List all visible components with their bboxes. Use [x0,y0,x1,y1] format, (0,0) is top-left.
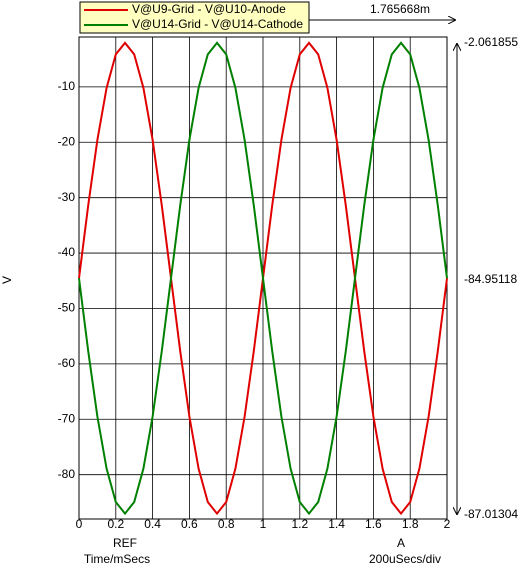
x-tick-label: 2 [444,517,451,531]
y-tick-label: -70 [58,411,76,425]
cursor-name: A [397,536,405,550]
y-axis-label: V [0,276,14,284]
y-tick-label: -80 [58,467,76,481]
cursor-label: -87.01304 [464,507,518,521]
x-tick-label: 0.4 [144,517,161,531]
legend-label: V@U9-Grid - V@U10-Anode [132,2,286,16]
cursor-delta-label: 1.765668m [370,2,430,16]
y-tick-label: -30 [58,190,76,204]
series-line [78,41,448,516]
x-tick-label: 0 [76,517,83,531]
x-tick-label: 0.6 [181,517,198,531]
legend-box [79,1,310,34]
x-tick-label: 1.4 [328,517,345,531]
cursor-label: -84.95118 [464,272,517,286]
x-tick-label: 1.8 [402,517,419,531]
y-tick-label: -40 [58,245,76,259]
x-scale-label: 200uSecs/div [369,552,441,566]
x-tick-label: 1.2 [291,517,308,531]
y-tick-label: -50 [58,301,76,315]
y-tick-label: -20 [58,134,76,148]
legend-label: V@U14-Grid - V@U14-Cathode [132,17,303,31]
cursor-name: REF [113,536,137,550]
x-tick-label: 1.6 [365,517,382,531]
y-tick-label: -10 [58,79,76,93]
x-tick-label: 1 [260,517,267,531]
x-tick-label: 0.8 [218,517,235,531]
x-tick-label: 0.2 [107,517,124,531]
x-axis-label: Time/mSecs [84,552,150,566]
y-tick-label: -60 [58,356,76,370]
cursor-label: -2.061855 [464,35,518,49]
